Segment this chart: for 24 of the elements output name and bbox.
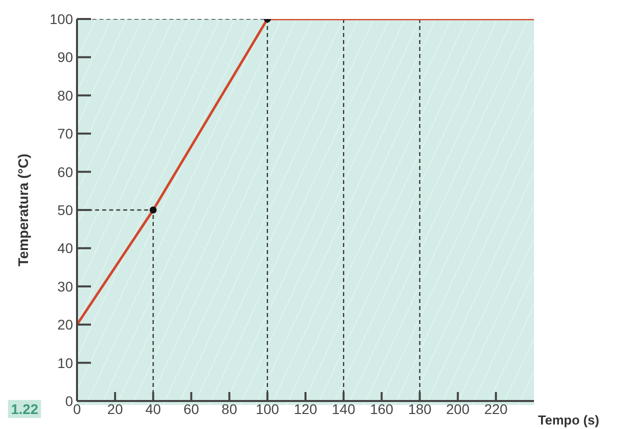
y-tick-label: 90	[57, 49, 74, 66]
y-tick-label: 60	[57, 164, 74, 180]
y-tick-label: 10	[57, 354, 74, 371]
x-tick-label: 200	[446, 400, 470, 417]
x-tick-label: 60	[183, 400, 200, 417]
x-tick-label: 80	[222, 400, 238, 417]
y-tick-label: 80	[57, 87, 74, 104]
x-tick-label: 100	[256, 400, 280, 417]
y-axis-title: Temperatura (°C)	[14, 154, 31, 266]
x-axis-title: Tempo (s)	[538, 412, 600, 428]
y-tick-label: 70	[57, 126, 74, 142]
text: 1.22	[8, 400, 42, 418]
y-tick-label: 40	[57, 240, 74, 256]
y-tick-label: 50	[57, 202, 74, 218]
x-tick-label: 40	[145, 400, 162, 417]
x-tick-label: 140	[332, 400, 356, 417]
x-tick-label: 180	[408, 400, 432, 417]
x-tick-label: 160	[370, 400, 394, 417]
x-tick-label: 20	[107, 400, 124, 417]
y-tick-label: 20	[57, 316, 74, 333]
y-tick-label: 100	[50, 10, 74, 27]
x-tick-label: 220	[484, 400, 508, 417]
y-tick-label: 30	[57, 278, 74, 294]
x-tick-label: 120	[294, 400, 318, 417]
